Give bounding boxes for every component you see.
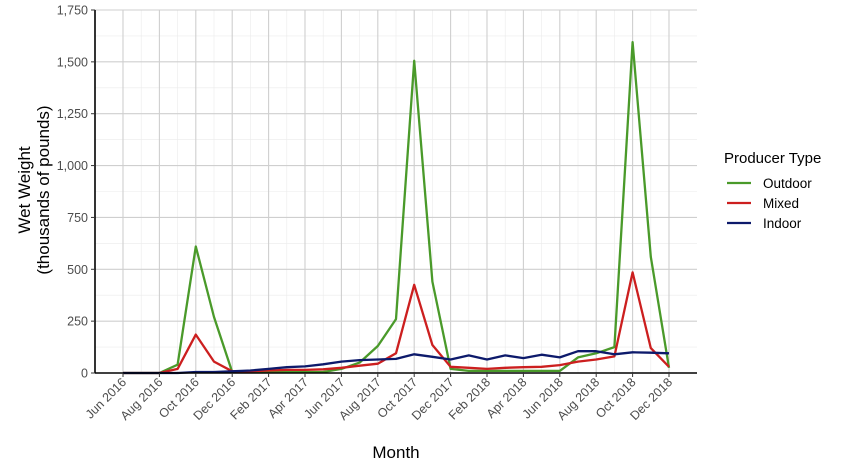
- series-line-indoor: [123, 350, 670, 375]
- y-tick-label: 1,750: [57, 4, 88, 18]
- y-tick-label: 500: [67, 263, 88, 277]
- legend-title: Producer Type: [724, 150, 821, 167]
- legend: Producer Type Outdoor Mixed Indoor: [724, 150, 821, 231]
- y-tick-label: 250: [67, 315, 88, 329]
- legend-label-indoor: Indoor: [763, 216, 802, 231]
- legend-items: Outdoor Mixed Indoor: [727, 176, 812, 231]
- x-axis-title: Month: [372, 443, 419, 462]
- series-line-mixed: [123, 271, 670, 375]
- y-tick-label: 1,500: [57, 55, 88, 69]
- legend-label-outdoor: Outdoor: [763, 176, 812, 191]
- legend-label-mixed: Mixed: [763, 196, 799, 211]
- y-axis-title-line-1: Wet Weight: [15, 146, 34, 234]
- y-axis-ticks: 0 250 500 750 1,000 1,250 1,500 1,750: [57, 4, 95, 381]
- y-axis-title: Wet Weight (thousands of pounds): [15, 105, 53, 274]
- series-line-outdoor: [123, 41, 671, 375]
- y-tick-label: 1,250: [57, 107, 88, 121]
- y-tick-label: 750: [67, 211, 88, 225]
- y-axis-title-line-2: (thousands of pounds): [34, 105, 53, 274]
- y-tick-label: 1,000: [57, 159, 88, 173]
- y-tick-label: 0: [81, 367, 88, 381]
- series-lines: [123, 41, 671, 375]
